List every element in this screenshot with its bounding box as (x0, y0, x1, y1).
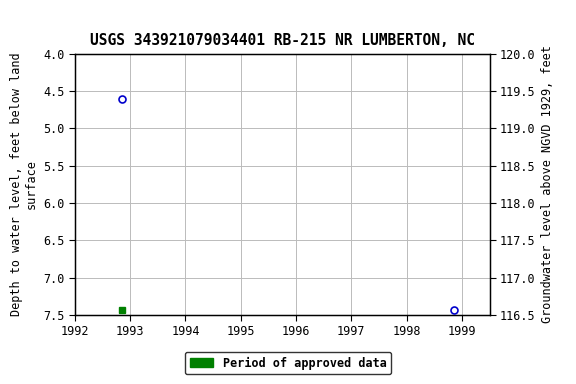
Title: USGS 343921079034401 RB-215 NR LUMBERTON, NC: USGS 343921079034401 RB-215 NR LUMBERTON… (90, 33, 475, 48)
Y-axis label: Groundwater level above NGVD 1929, feet: Groundwater level above NGVD 1929, feet (541, 45, 554, 323)
Legend: Period of approved data: Period of approved data (185, 352, 391, 374)
Y-axis label: Depth to water level, feet below land
surface: Depth to water level, feet below land su… (10, 53, 37, 316)
